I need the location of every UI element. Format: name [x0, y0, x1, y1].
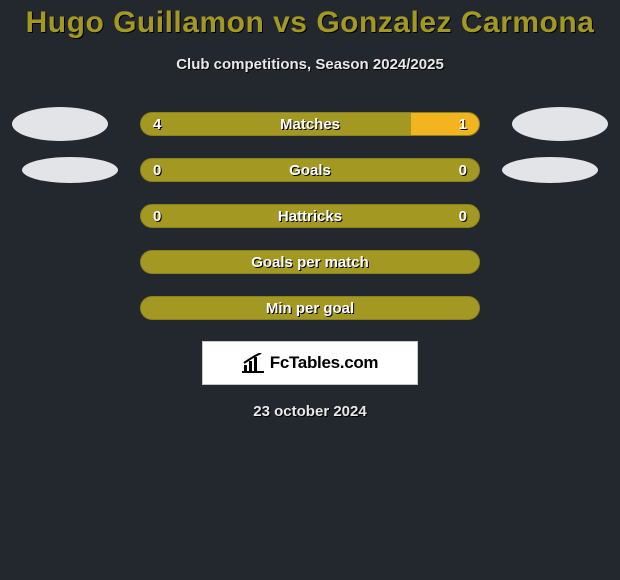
bar-track: Goals per match — [140, 250, 480, 274]
stat-label: Min per goal — [141, 297, 479, 319]
page-title: Hugo Guillamon vs Gonzalez Carmona — [0, 0, 620, 40]
stat-row-hattricks: 0 Hattricks 0 — [0, 193, 620, 239]
bar-track: Min per goal — [140, 296, 480, 320]
brand-badge[interactable]: FcTables.com — [202, 341, 418, 385]
stat-label: Goals — [141, 159, 479, 181]
player-left-photo — [12, 107, 108, 141]
stat-row-min-per-goal: Min per goal — [0, 285, 620, 331]
bar-track: 0 Hattricks 0 — [140, 204, 480, 228]
bar-track: 0 Goals 0 — [140, 158, 480, 182]
player-right-photo — [502, 157, 598, 183]
comparison-chart: 4 Matches 1 0 Goals 0 0 Hattricks 0 — [0, 101, 620, 331]
stat-row-matches: 4 Matches 1 — [0, 101, 620, 147]
stat-row-goals: 0 Goals 0 — [0, 147, 620, 193]
player-left-photo — [22, 157, 118, 183]
brand-text: FcTables.com — [270, 353, 379, 373]
stat-label: Matches — [141, 113, 479, 135]
chart-icon — [242, 353, 264, 373]
stat-row-goals-per-match: Goals per match — [0, 239, 620, 285]
player-right-photo — [512, 107, 608, 141]
date-label: 23 october 2024 — [0, 403, 620, 420]
stat-label: Hattricks — [141, 205, 479, 227]
subtitle: Club competitions, Season 2024/2025 — [0, 56, 620, 73]
stat-label: Goals per match — [141, 251, 479, 273]
bar-track: 4 Matches 1 — [140, 112, 480, 136]
